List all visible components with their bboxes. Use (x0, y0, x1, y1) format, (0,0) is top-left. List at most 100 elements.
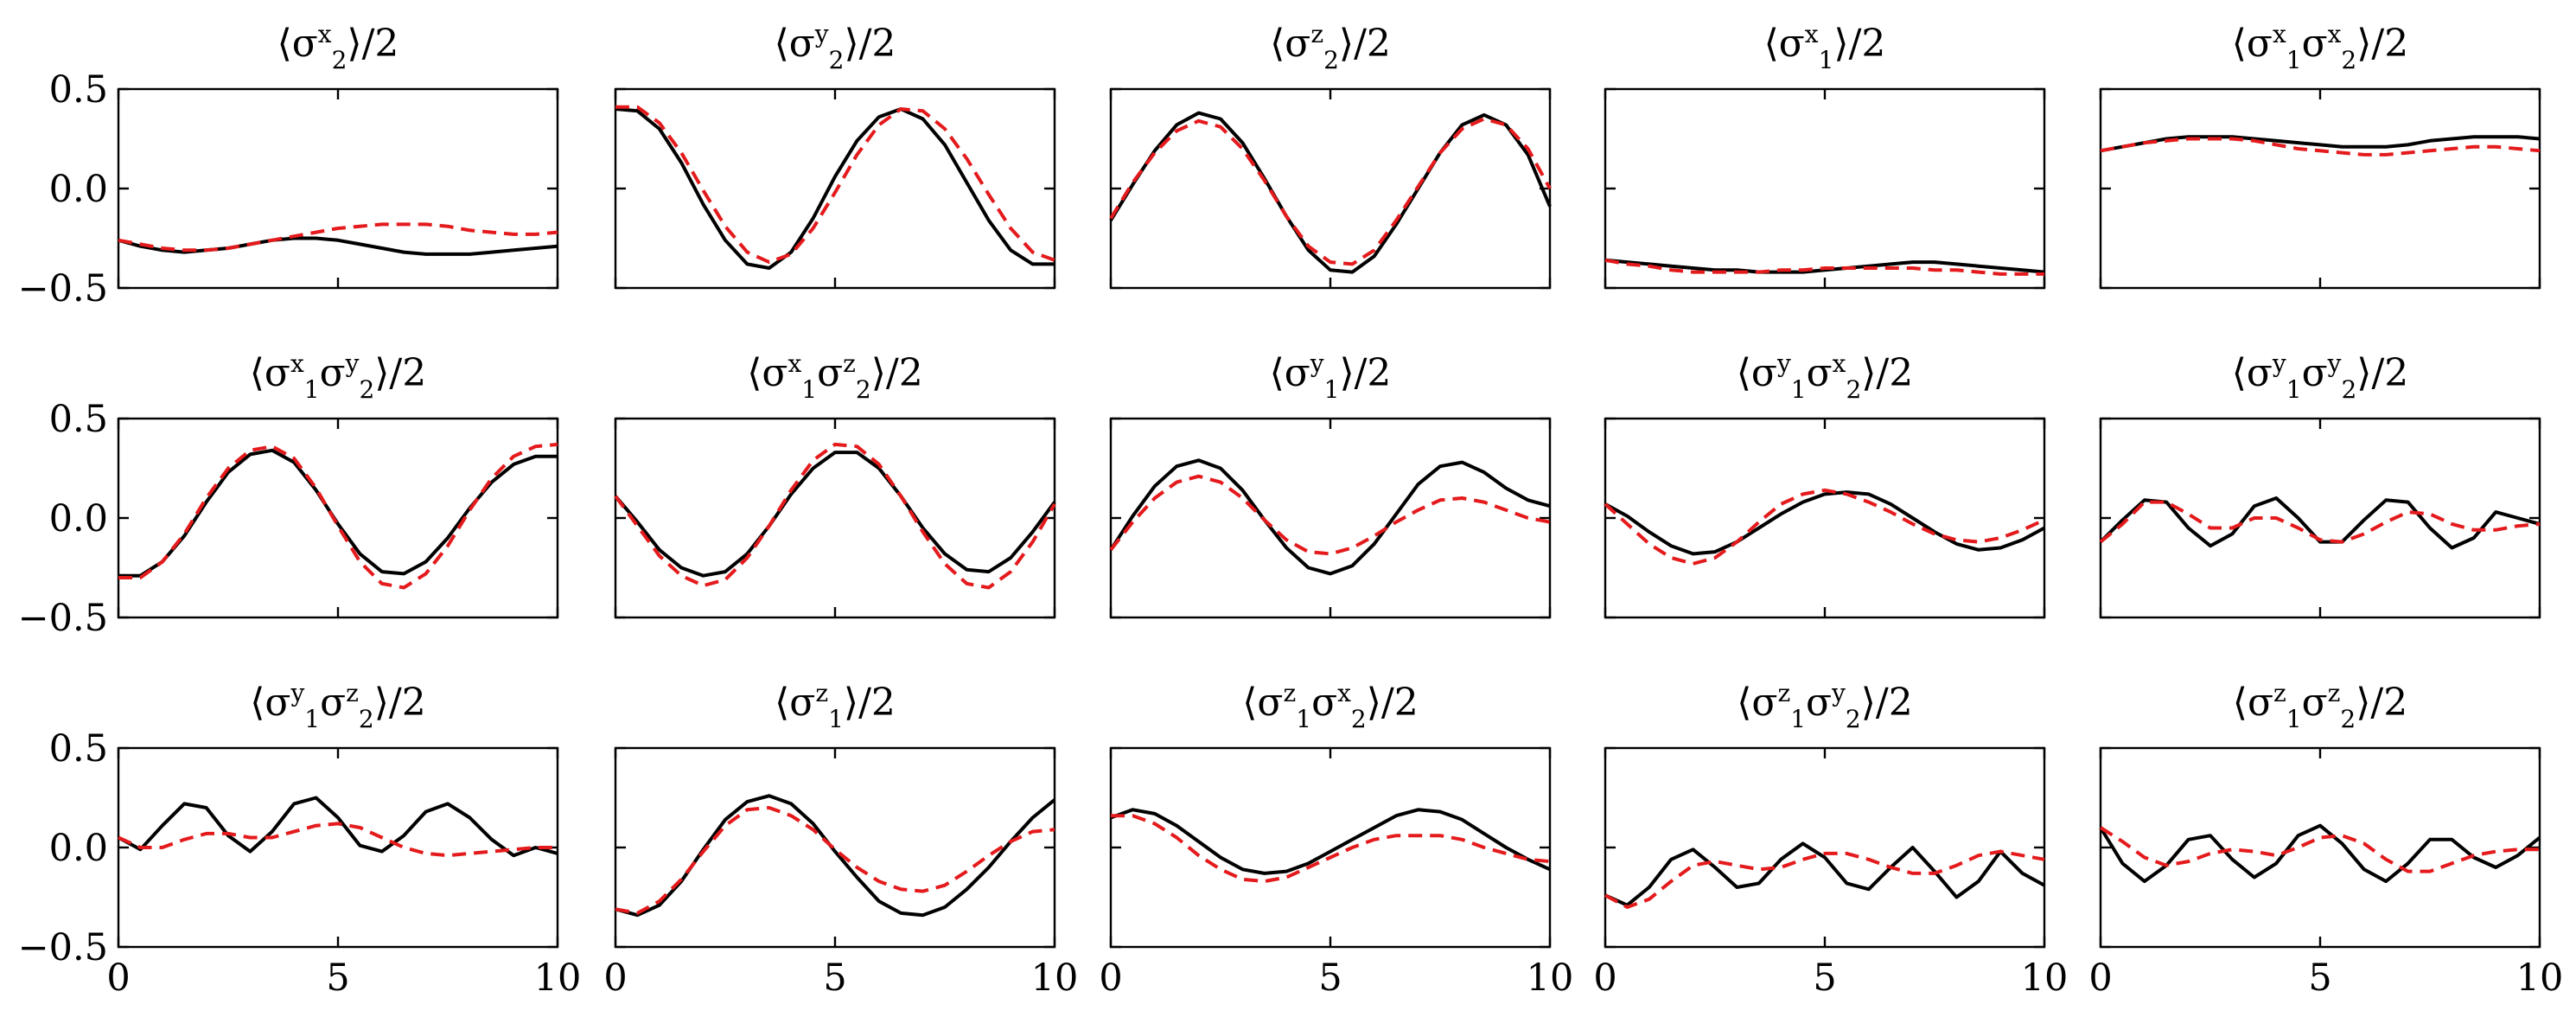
title-tail: ⟩/2 (374, 351, 426, 395)
subplot-title: ⟨σy1⟩/2 (1270, 349, 1392, 404)
title-tail: ⟩/2 (844, 681, 896, 725)
series-line-solid (2100, 135, 2541, 153)
subplot: ⟨σx1σy2⟩/2 0.5 0.0 −0.5 (18, 349, 559, 640)
title-sigma: σ (320, 351, 346, 395)
subplot: ⟨σy1⟩/2 (1109, 349, 1552, 619)
title-sigma: σ (2302, 22, 2328, 66)
y-tick-label: 0.0 (49, 827, 108, 870)
x-tick-label: 0 (1099, 956, 1122, 1000)
title-superscript: z (815, 679, 828, 707)
series-line-dashed (1604, 258, 2044, 276)
title-sigma: ⟨σ (250, 351, 290, 395)
series-line-dashed (1604, 849, 2045, 909)
y-tick-label: −0.5 (18, 267, 108, 310)
subplot-title: ⟨σz1σy2⟩/2 (1737, 679, 1912, 733)
title-superscript: y (1310, 349, 1324, 378)
subplot-title: ⟨σy1σz2⟩/2 (250, 679, 425, 733)
title-sigma: ⟨σ (1270, 351, 1310, 395)
subplot-title: ⟨σz1σz2⟩/2 (2233, 679, 2407, 733)
series-line-dashed (615, 105, 1055, 265)
axes-frame (1109, 87, 1552, 290)
title-sigma: ⟨σ (250, 681, 290, 725)
axes-frame (117, 87, 559, 290)
series-line-dashed (118, 822, 558, 858)
axes-frame (1604, 746, 2046, 949)
axes-frame (2099, 417, 2541, 619)
title-subscript: 2 (1846, 705, 1861, 733)
title-tail: ⟩/2 (871, 351, 923, 395)
subplot: ⟨σz1σy2⟩/2 0 5 10 (1593, 679, 2068, 1000)
title-tail: ⟩/2 (374, 681, 426, 725)
x-tick-label: 10 (1031, 956, 1079, 1000)
title-subscript: 2 (829, 46, 845, 74)
title-sigma: σ (2302, 351, 2328, 395)
axes-frame (1604, 417, 2046, 619)
title-superscript: z (2273, 679, 2286, 707)
title-superscript: x (290, 349, 304, 378)
title-superscript: x (787, 349, 801, 378)
title-subscript: 2 (856, 375, 871, 404)
title-superscript: y (290, 679, 304, 707)
subplot: ⟨σy1σz2⟩/2 0.5 0.0 −0.50 5 10 (18, 679, 582, 1000)
subplot-title: ⟨σy2⟩/2 (775, 20, 896, 74)
series-line-solid (615, 107, 1055, 270)
title-superscript: x (1337, 679, 1351, 707)
title-subscript: 2 (1351, 705, 1367, 733)
series-line-dashed (614, 442, 1056, 590)
series-line-solid (1109, 458, 1551, 576)
title-sigma: ⟨σ (747, 351, 787, 395)
series-line-solid (1604, 841, 2045, 907)
title-sigma: σ (817, 351, 843, 395)
axes-frame (2099, 87, 2541, 290)
title-sigma: ⟨σ (775, 681, 815, 725)
title-subscript: 2 (2341, 375, 2356, 404)
subplot: ⟨σx2⟩/2 0.5 0.0 −0.5 (18, 20, 559, 310)
subplot: ⟨σx1σz2⟩/2 (614, 349, 1056, 619)
title-subscript: 1 (1324, 375, 1340, 404)
series-line-dashed (1111, 814, 1551, 884)
title-sigma: σ (1311, 681, 1337, 725)
x-tick-label: 5 (823, 956, 846, 1000)
title-subscript: 1 (304, 705, 320, 733)
subplot-title: ⟨σx1σx2⟩/2 (2232, 20, 2408, 74)
axes-frame (614, 87, 1056, 290)
title-tail: ⟩/2 (1339, 22, 1391, 66)
axes-frame (2099, 746, 2541, 949)
title-sigma: σ (1807, 351, 1833, 395)
title-superscript: z (2328, 679, 2341, 707)
title-tail: ⟩/2 (1861, 351, 1913, 395)
title-superscript: y (2272, 349, 2286, 378)
title-superscript: x (2328, 20, 2342, 48)
series-line-solid (614, 451, 1056, 578)
title-tail: ⟩/2 (1861, 681, 1913, 725)
title-subscript: 1 (828, 705, 844, 733)
x-tick-label: 5 (326, 956, 349, 1000)
title-superscript: y (2327, 349, 2342, 378)
y-tick-label: 0.5 (49, 68, 108, 112)
title-subscript: 1 (1296, 705, 1311, 733)
subplot: ⟨σy1σx2⟩/2 (1604, 349, 2046, 619)
x-tick-label: 5 (1813, 956, 1836, 1000)
y-tick-label: 0.0 (49, 497, 108, 540)
title-superscript: z (346, 679, 359, 707)
x-tick-label: 0 (106, 956, 130, 1000)
series-line-dashed (615, 806, 1055, 915)
title-sigma: ⟨σ (2233, 681, 2273, 725)
x-tick-label: 0 (603, 956, 627, 1000)
y-tick-label: 0.5 (49, 727, 108, 771)
title-superscript: x (1833, 349, 1846, 378)
series-line-solid (1109, 111, 1552, 274)
title-superscript: x (1805, 20, 1819, 48)
title-superscript: z (1310, 20, 1323, 48)
title-superscript: y (345, 349, 360, 378)
series-line-solid (1110, 808, 1551, 875)
title-subscript: 1 (801, 375, 817, 404)
x-tick-label: 10 (2516, 956, 2564, 1000)
title-subscript: 1 (2286, 705, 2302, 733)
axes-frame (117, 417, 559, 619)
title-subscript: 1 (2286, 46, 2302, 74)
title-subscript: 2 (359, 705, 374, 733)
title-superscript: y (1831, 679, 1846, 707)
series-line-dashed (1604, 488, 2045, 566)
